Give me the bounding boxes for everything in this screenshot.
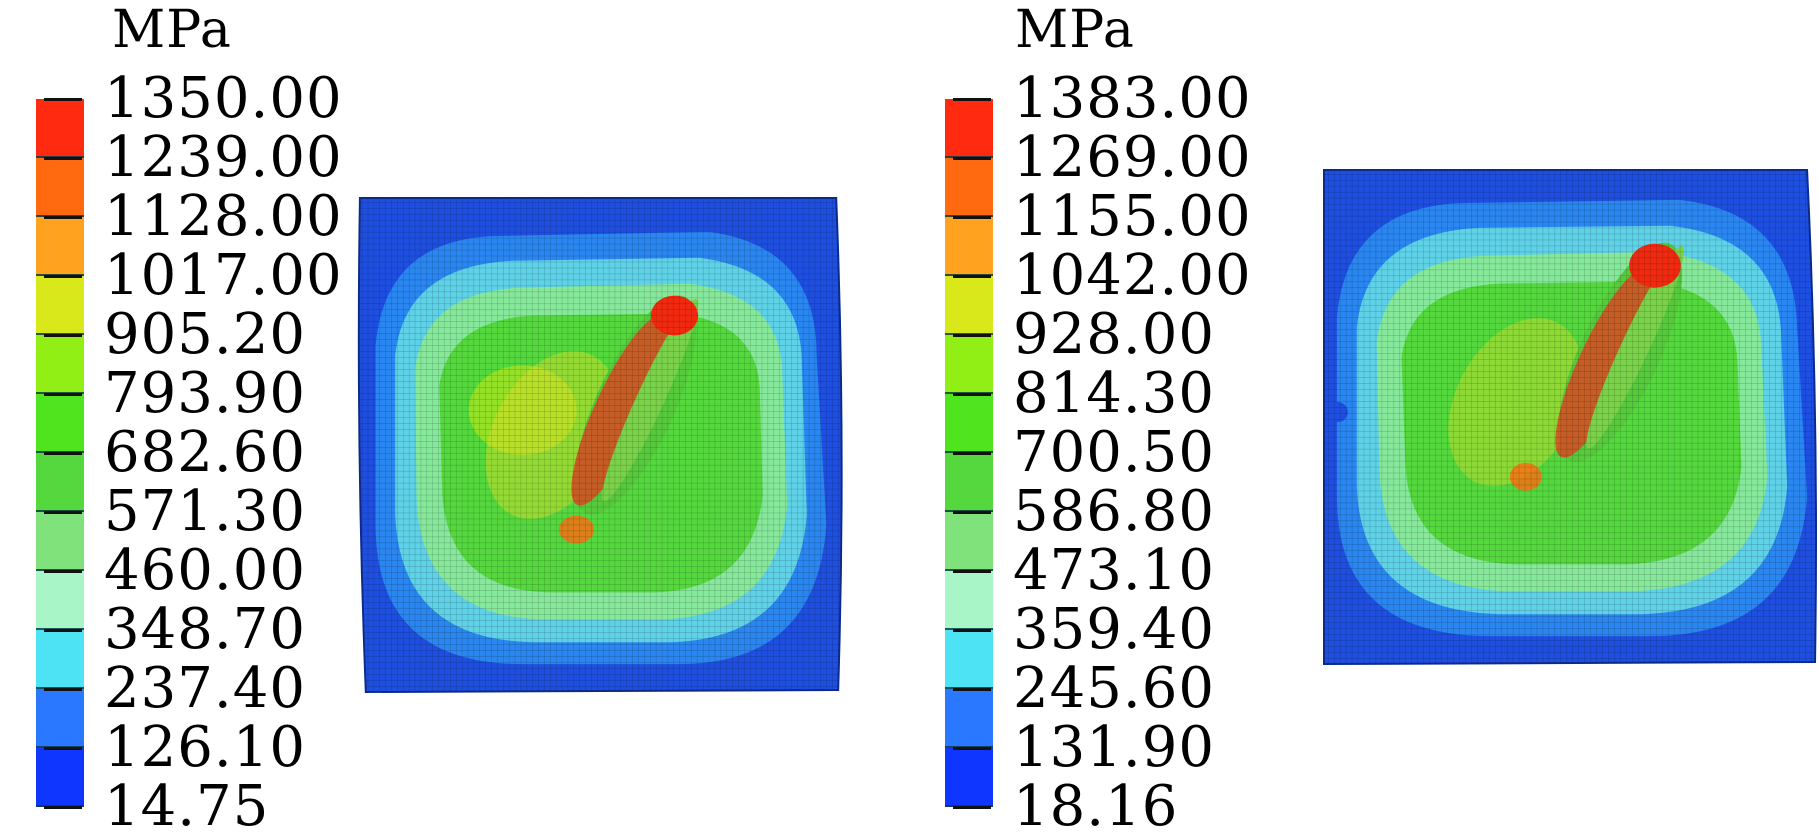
legend-tick — [953, 570, 991, 573]
legend-band — [36, 748, 84, 807]
legend-value: 1239.00 — [104, 125, 343, 190]
legend-tick — [953, 688, 991, 691]
legend-value: 571.30 — [104, 479, 306, 544]
color-legend — [36, 99, 84, 807]
legend-band — [36, 99, 84, 158]
legend-tick — [44, 334, 82, 337]
legend-band — [945, 512, 993, 571]
legend-tick — [44, 216, 82, 219]
legend-band — [945, 217, 993, 276]
legend-tick — [953, 747, 991, 750]
legend-band — [36, 217, 84, 276]
legend-band — [945, 335, 993, 394]
legend-tick — [953, 98, 991, 101]
legend-tick — [953, 806, 991, 809]
contour-panel-2: MPa 1383.00 1269.00 1155.00 1042.00 928.… — [909, 0, 1819, 836]
legend-tick — [44, 688, 82, 691]
legend-tick — [953, 452, 991, 455]
legend-band — [945, 571, 993, 630]
legend-value: 237.40 — [104, 656, 306, 721]
legend-band — [36, 158, 84, 217]
legend-band — [945, 99, 993, 158]
legend-value: 245.60 — [1013, 656, 1215, 721]
legend-tick — [953, 334, 991, 337]
legend-value: 359.40 — [1013, 597, 1215, 662]
legend-band — [945, 689, 993, 748]
legend-tick — [953, 393, 991, 396]
legend-value: 460.00 — [104, 538, 306, 603]
legend-tick — [44, 511, 82, 514]
legend-value: 1269.00 — [1013, 125, 1252, 190]
legend-value: 682.60 — [104, 420, 306, 485]
legend-band — [36, 453, 84, 512]
stress-contour-image — [357, 196, 843, 694]
legend-tick — [953, 629, 991, 632]
legend-value: 131.90 — [1013, 715, 1215, 780]
legend-band — [945, 394, 993, 453]
legend-value: 905.20 — [104, 302, 306, 367]
legend-tick — [44, 393, 82, 396]
legend-value: 348.70 — [104, 597, 306, 662]
legend-value: 1350.00 — [104, 66, 343, 131]
legend-value: 1155.00 — [1013, 184, 1252, 249]
legend-value: 126.10 — [104, 715, 306, 780]
legend-value: 793.90 — [104, 361, 306, 426]
legend-band — [945, 276, 993, 335]
legend-tick — [44, 452, 82, 455]
legend-band — [36, 630, 84, 689]
legend-value: 1042.00 — [1013, 243, 1252, 308]
legend-band — [36, 335, 84, 394]
legend-value: 14.75 — [104, 774, 270, 839]
legend-band — [36, 689, 84, 748]
legend-band — [945, 630, 993, 689]
legend-tick — [953, 275, 991, 278]
legend-band — [36, 571, 84, 630]
legend-band — [945, 748, 993, 807]
legend-tick — [44, 275, 82, 278]
legend-tick — [44, 747, 82, 750]
legend-value: 928.00 — [1013, 302, 1215, 367]
legend-tick — [44, 157, 82, 160]
legend-value: 700.50 — [1013, 420, 1215, 485]
legend-value: 814.30 — [1013, 361, 1215, 426]
legend-band — [945, 453, 993, 512]
legend-value: 586.80 — [1013, 479, 1215, 544]
unit-label: MPa — [112, 0, 232, 60]
legend-value: 473.10 — [1013, 538, 1215, 603]
legend-band — [945, 158, 993, 217]
legend-value: 1017.00 — [104, 243, 343, 308]
legend-value: 18.16 — [1013, 774, 1179, 839]
legend-tick — [44, 570, 82, 573]
unit-label: MPa — [1015, 0, 1135, 60]
contour-panel-1: MPa 1350.00 1239.00 1128.00 1017.00 905.… — [0, 0, 909, 836]
legend-value: 1383.00 — [1013, 66, 1252, 131]
legend-value: 1128.00 — [104, 184, 343, 249]
legend-band — [36, 394, 84, 453]
legend-tick — [953, 511, 991, 514]
legend-tick — [953, 216, 991, 219]
legend-band — [36, 512, 84, 571]
stress-contour-plot — [1322, 168, 1819, 666]
legend-tick — [44, 98, 82, 101]
legend-tick — [953, 157, 991, 160]
legend-tick — [44, 629, 82, 632]
legend-band — [36, 276, 84, 335]
stress-contour-image — [1322, 168, 1818, 666]
legend-tick — [44, 806, 82, 809]
stress-contour-plot — [356, 196, 846, 694]
